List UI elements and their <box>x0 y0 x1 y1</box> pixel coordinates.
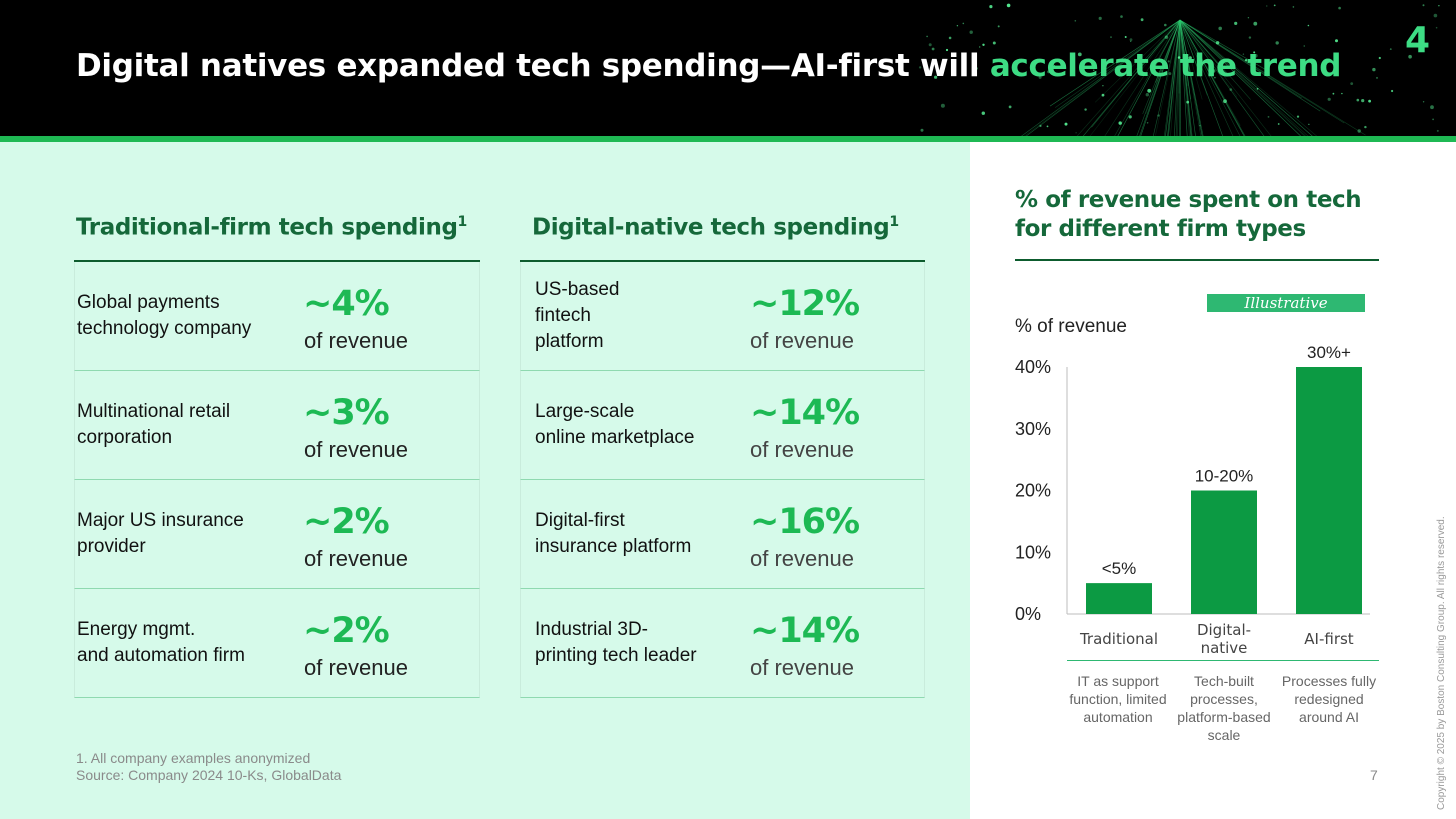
bar <box>1086 583 1152 614</box>
category-label: Digital-native <box>1197 621 1251 657</box>
spend-unit: of revenue <box>304 437 408 462</box>
spend-value: ~14% <box>750 611 860 651</box>
page-badge: 4 <box>1404 20 1430 61</box>
spend-unit: of revenue <box>304 655 408 680</box>
chart-title: % of revenue spent on tech for different… <box>1015 187 1362 242</box>
spend-value: ~14% <box>750 393 860 433</box>
spend-unit: of revenue <box>750 328 854 353</box>
traditional-section-title: Traditional-firm tech spending1 <box>76 214 467 241</box>
data-label: <5% <box>1102 559 1137 578</box>
slide-number: 7 <box>1370 767 1378 783</box>
illustrative-badge: Illustrative <box>1207 294 1365 312</box>
spend-value: ~2% <box>303 611 390 651</box>
digital-footnote-marker: 1 <box>889 214 899 230</box>
company-name: Multinational retail corporation <box>77 401 231 448</box>
table-row: Global payments technology company ~4% o… <box>74 262 480 371</box>
spend-unit: of revenue <box>750 546 854 571</box>
data-label: 10-20% <box>1195 467 1254 486</box>
company-name: Major US insurance provider <box>77 510 244 557</box>
digital-section-title: Digital-native tech spending1 <box>532 214 899 241</box>
category-description: Tech-built processes, platform-based sca… <box>1177 673 1271 743</box>
spend-unit: of revenue <box>304 328 408 353</box>
category-label: AI-first <box>1304 630 1354 648</box>
spend-value: ~4% <box>303 284 390 324</box>
category-description: Processes fully redesigned around AI <box>1281 673 1377 725</box>
company-name: Energy mgmt. and automation firm <box>77 619 245 666</box>
category-label: Traditional <box>1079 630 1158 648</box>
y-tick-label: 20% <box>1015 481 1051 501</box>
header-divider <box>0 136 1456 142</box>
table-row: Industrial 3D- printing tech leader ~14%… <box>520 589 925 698</box>
data-label: 30%+ <box>1307 343 1351 362</box>
table-row: Major US insurance provider ~2% of reven… <box>74 480 480 589</box>
bar <box>1296 367 1362 614</box>
table-row: Energy mgmt. and automation firm ~2% of … <box>74 589 480 698</box>
spend-value: ~16% <box>750 502 860 542</box>
description-rule <box>1067 660 1379 661</box>
source-note: Source: Company 2024 10-Ks, GlobalData <box>76 767 342 783</box>
footnote-anonymized: 1. All company examples anonymized <box>76 750 311 766</box>
table-row: Large-scale online marketplace ~14% of r… <box>520 371 925 480</box>
traditional-title-text: Traditional-firm tech spending <box>76 214 458 241</box>
company-name: Industrial 3D- printing tech leader <box>535 619 697 666</box>
table-row: US-based fintech platform ~12% of revenu… <box>520 262 925 371</box>
spend-unit: of revenue <box>304 546 408 571</box>
left-panel <box>0 142 970 819</box>
chart-title-rule <box>1015 259 1379 261</box>
spend-unit: of revenue <box>750 437 854 462</box>
company-name: Global payments technology company <box>77 292 252 339</box>
bar <box>1191 490 1257 614</box>
table-row: Multinational retail corporation ~3% of … <box>74 371 480 480</box>
y-tick-label: 40% <box>1015 357 1051 377</box>
header-banner: Digital natives expanded tech spending—A… <box>0 0 1456 136</box>
page-title-accent: accelerate the trend <box>989 48 1342 84</box>
y-tick-label: 0% <box>1015 604 1041 624</box>
y-tick-label: 10% <box>1015 542 1051 562</box>
company-name: US-based fintech platform <box>535 279 620 352</box>
traditional-table: Global payments technology company ~4% o… <box>74 260 480 699</box>
table-row: Digital-first insurance platform ~16% of… <box>520 480 925 589</box>
bar-chart: 0% 10% 20% 30% 40% <5% Traditional 10-20% Digita… <box>1015 343 1370 657</box>
page-title: Digital natives expanded tech spending—A… <box>76 48 1341 84</box>
digital-table: US-based fintech platform ~12% of revenu… <box>520 260 925 699</box>
spend-value: ~3% <box>303 393 390 433</box>
category-description: IT as support function, limited automati… <box>1069 673 1167 725</box>
copyright-notice: Copyright © 2025 by Boston Consulting Gr… <box>1436 516 1447 810</box>
spend-value: ~2% <box>303 502 390 542</box>
page-title-main: Digital natives expanded tech spending—A… <box>76 48 980 84</box>
y-axis-label: % of revenue <box>1015 316 1127 337</box>
digital-title-text: Digital-native tech spending <box>532 214 890 241</box>
header-rays-decoration <box>918 3 1440 136</box>
company-name: Large-scale online marketplace <box>535 401 695 448</box>
company-name: Digital-first insurance platform <box>535 510 692 557</box>
traditional-footnote-marker: 1 <box>457 214 468 230</box>
spend-unit: of revenue <box>750 655 854 680</box>
spend-value: ~12% <box>750 284 860 324</box>
y-tick-label: 30% <box>1015 419 1051 439</box>
